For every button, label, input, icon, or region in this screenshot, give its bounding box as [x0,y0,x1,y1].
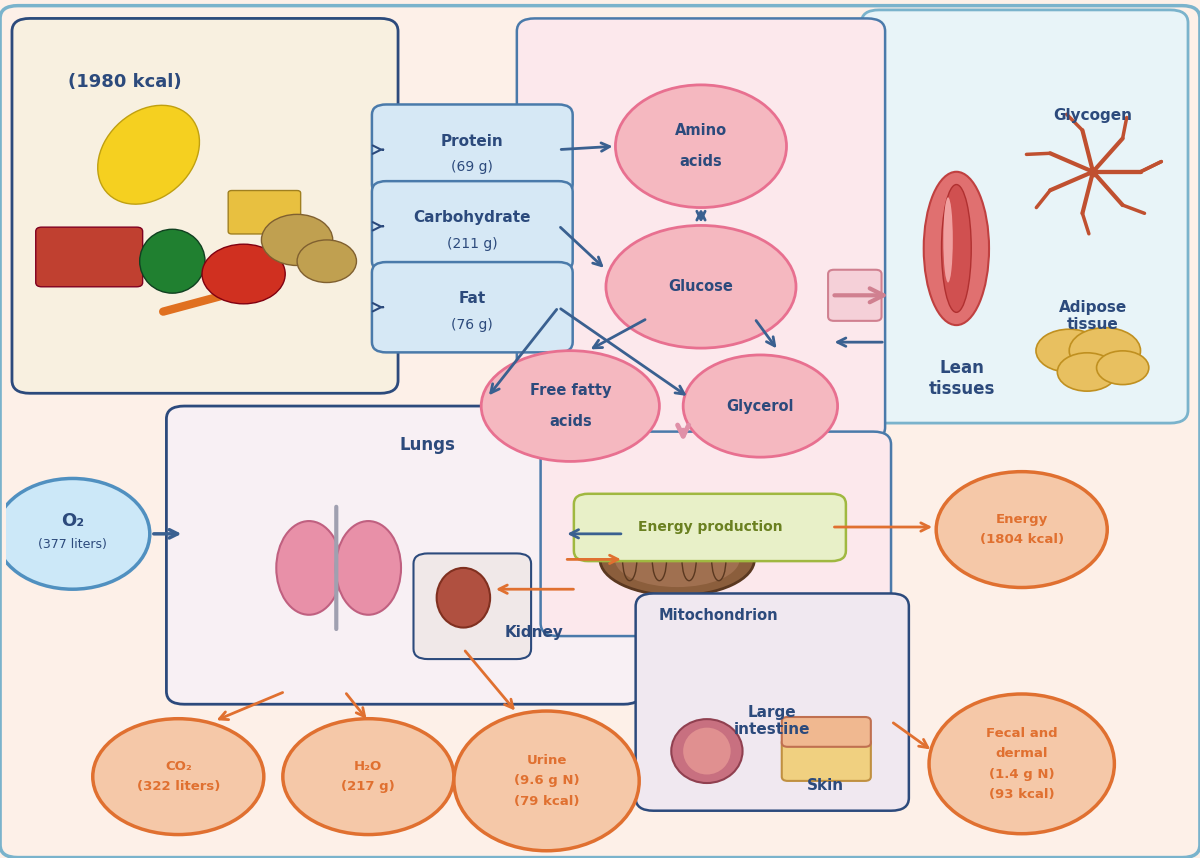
Text: (1.4 g N): (1.4 g N) [989,768,1055,781]
FancyBboxPatch shape [372,105,572,195]
FancyBboxPatch shape [574,494,846,561]
FancyBboxPatch shape [0,6,1200,857]
Text: (1804 kcal): (1804 kcal) [979,534,1063,547]
FancyBboxPatch shape [517,18,886,440]
FancyBboxPatch shape [541,432,892,636]
Text: Glycerol: Glycerol [727,399,794,414]
Text: Large
intestine: Large intestine [734,705,810,738]
Text: (322 liters): (322 liters) [137,781,220,794]
Text: Fecal and: Fecal and [986,727,1057,740]
Ellipse shape [683,355,838,457]
Ellipse shape [942,184,971,312]
Ellipse shape [936,472,1108,588]
Ellipse shape [139,229,205,293]
FancyBboxPatch shape [372,181,572,271]
FancyBboxPatch shape [636,594,908,811]
Ellipse shape [671,719,743,783]
Ellipse shape [616,85,786,208]
Text: acids: acids [679,154,722,169]
Text: Glycogen: Glycogen [1054,108,1133,123]
Text: Energy production: Energy production [637,520,782,534]
FancyBboxPatch shape [862,10,1188,423]
Text: Protein: Protein [440,134,504,148]
FancyBboxPatch shape [36,227,143,287]
Circle shape [298,240,356,282]
Text: Fat: Fat [458,292,486,306]
Text: Carbohydrate: Carbohydrate [414,210,532,226]
Text: Skin: Skin [808,777,845,793]
Text: Lungs: Lungs [400,436,456,454]
Ellipse shape [97,106,199,204]
Text: dermal: dermal [996,747,1048,760]
Ellipse shape [614,532,739,587]
Ellipse shape [683,728,731,775]
Text: (79 kcal): (79 kcal) [514,795,580,808]
FancyBboxPatch shape [167,406,642,704]
Ellipse shape [454,711,640,851]
Ellipse shape [336,521,401,615]
Text: CO₂: CO₂ [164,760,192,773]
Ellipse shape [1069,328,1140,374]
Text: (76 g): (76 g) [451,317,493,332]
Text: Lean
tissues: Lean tissues [929,359,996,397]
Circle shape [202,245,286,304]
FancyBboxPatch shape [781,717,871,746]
Ellipse shape [1057,353,1117,391]
FancyArrowPatch shape [163,287,253,311]
Ellipse shape [283,719,454,835]
Text: Mitochondrion: Mitochondrion [659,608,779,623]
Ellipse shape [276,521,342,615]
Ellipse shape [943,197,953,282]
FancyBboxPatch shape [12,18,398,393]
Ellipse shape [0,479,150,589]
Ellipse shape [437,568,490,627]
Text: Kidney: Kidney [505,625,564,640]
FancyBboxPatch shape [828,269,882,321]
Text: (93 kcal): (93 kcal) [989,788,1055,801]
FancyBboxPatch shape [414,553,532,659]
Text: (9.6 g N): (9.6 g N) [514,775,580,788]
Ellipse shape [92,719,264,835]
Text: Free fatty: Free fatty [529,384,611,398]
Text: Glucose: Glucose [668,280,733,294]
Ellipse shape [1097,351,1148,384]
Ellipse shape [600,523,755,595]
Text: (211 g): (211 g) [446,237,498,251]
FancyBboxPatch shape [372,262,572,353]
Ellipse shape [924,172,989,325]
Text: (69 g): (69 g) [451,160,493,174]
Text: H₂O: H₂O [354,760,383,773]
Text: Adipose
tissue: Adipose tissue [1058,299,1127,332]
FancyBboxPatch shape [781,738,871,781]
Text: (217 g): (217 g) [342,781,395,794]
Circle shape [262,214,332,265]
Ellipse shape [1036,329,1103,372]
Text: (377 liters): (377 liters) [38,539,107,552]
Text: acids: acids [548,414,592,429]
FancyBboxPatch shape [228,190,301,234]
Ellipse shape [481,351,659,462]
Ellipse shape [606,226,796,348]
Text: O₂: O₂ [61,512,84,530]
Text: (1980 kcal): (1980 kcal) [68,73,181,91]
Ellipse shape [929,694,1115,834]
Text: Amino: Amino [674,124,727,138]
Text: Energy: Energy [996,513,1048,526]
Text: Urine: Urine [527,754,566,767]
